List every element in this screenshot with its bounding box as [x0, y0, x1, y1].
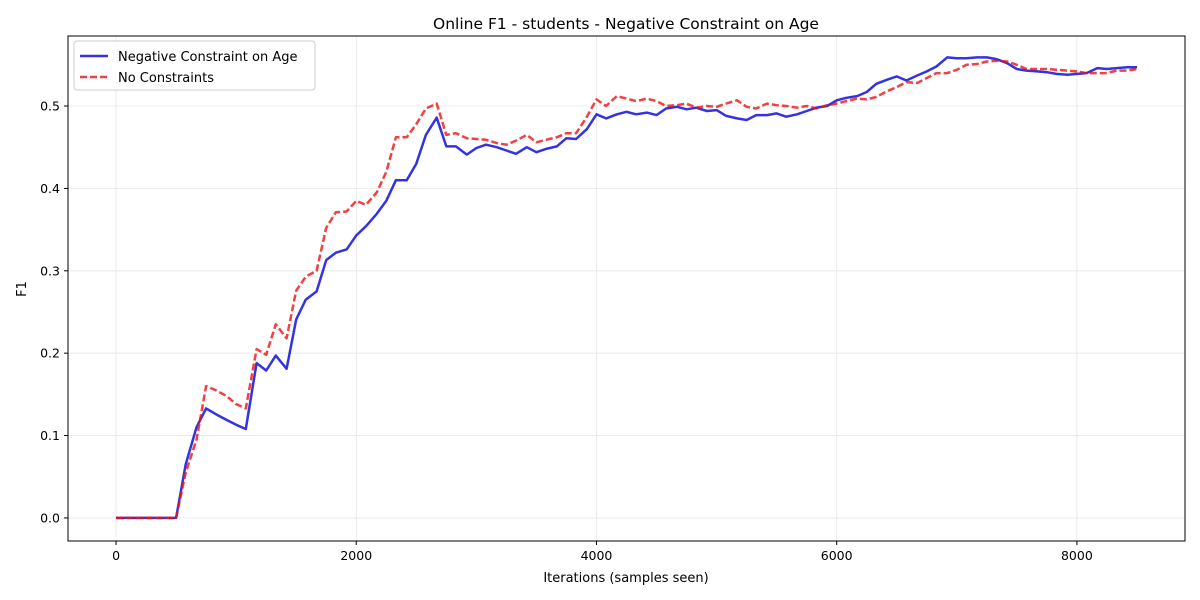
series-layer: [116, 56, 1138, 520]
y-axis-label: F1: [15, 281, 30, 297]
series-line-negative-constraint: [116, 56, 1137, 520]
chart-title: Online F1 - students - Negative Constrai…: [433, 15, 819, 33]
y-tick-label: 0.1: [40, 428, 60, 443]
legend-label-no-constraints: No Constraints: [118, 71, 214, 86]
x-axis-label: Iterations (samples seen): [543, 571, 708, 586]
x-tick-label: 4000: [581, 548, 613, 563]
x-tick-label: 2000: [340, 548, 372, 563]
y-tick-label: 0.4: [40, 181, 60, 196]
y-tick-label: 0.3: [40, 263, 60, 278]
legend: Negative Constraint on Age No Constraint…: [73, 40, 316, 91]
legend-box: [73, 40, 316, 91]
y-tick-label: 0.2: [40, 346, 60, 361]
grid-lines: [68, 36, 1185, 541]
y-tick-label: 0.0: [40, 510, 60, 525]
plot-frame: [67, 35, 1186, 542]
x-tick-label: 8000: [1061, 548, 1093, 563]
legend-label-negative-constraint: Negative Constraint on Age: [118, 50, 297, 65]
series-line-no-constraints: [116, 59, 1138, 520]
x-tick-label: 0: [112, 548, 120, 563]
y-tick-label: 0.5: [40, 99, 60, 114]
x-axis-ticks: 0 2000 4000 6000 8000: [112, 541, 1093, 563]
x-tick-label: 6000: [821, 548, 853, 563]
y-axis-ticks: 0.0 0.1 0.2 0.3 0.4 0.5: [40, 99, 68, 525]
